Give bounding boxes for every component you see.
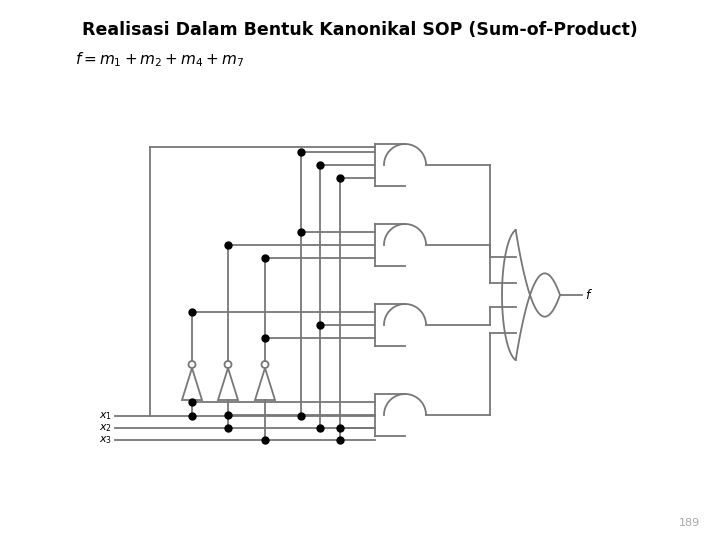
Text: $x_2$: $x_2$ bbox=[99, 422, 112, 434]
Text: $f = m_1 + m_2 + m_4 + m_7$: $f = m_1 + m_2 + m_4 + m_7$ bbox=[75, 51, 244, 69]
Text: Realisasi Dalam Bentuk Kanonikal SOP (Sum-of-Product): Realisasi Dalam Bentuk Kanonikal SOP (Su… bbox=[82, 21, 638, 39]
Text: $x_1$: $x_1$ bbox=[99, 410, 112, 422]
Text: $x_3$: $x_3$ bbox=[99, 434, 112, 446]
Text: 189: 189 bbox=[679, 518, 700, 528]
Text: $f$: $f$ bbox=[585, 288, 593, 302]
